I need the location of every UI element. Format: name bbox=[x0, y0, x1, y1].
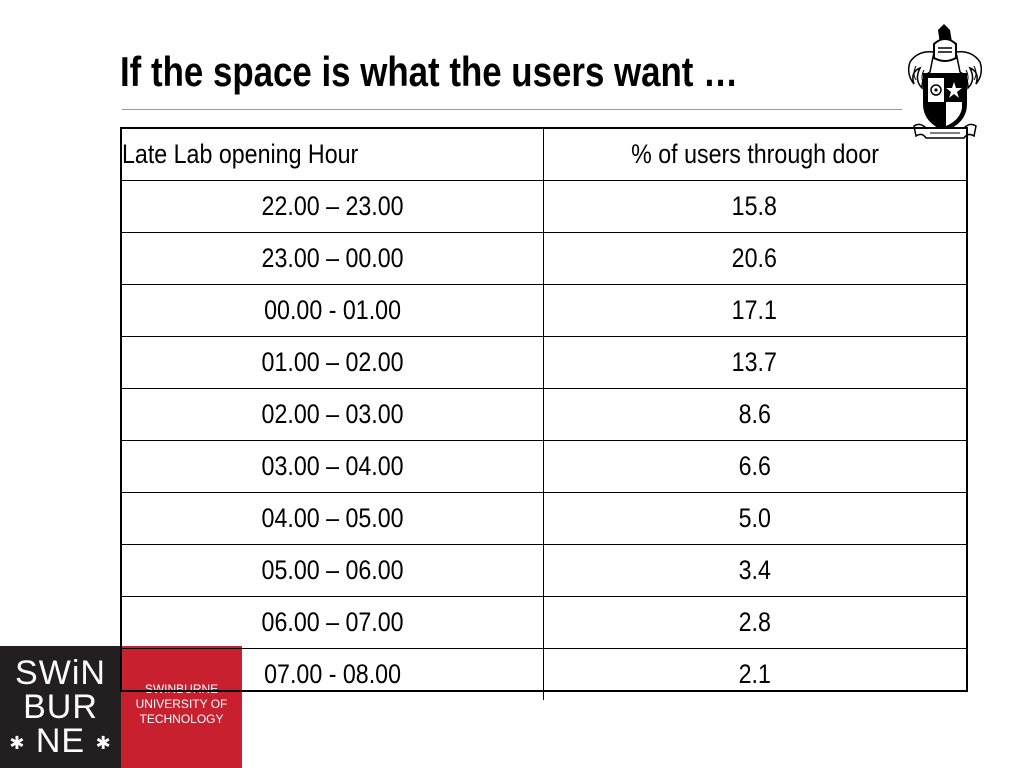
percent-value: 13.7 bbox=[732, 347, 778, 377]
hour-value: 01.00 – 02.00 bbox=[261, 347, 404, 377]
logo-word-line-1: SWiN bbox=[15, 654, 106, 692]
hour-value: 02.00 – 03.00 bbox=[261, 399, 404, 429]
logo-wordmark-panel: SWiN BUR ✱ NE ✱ bbox=[0, 646, 121, 768]
percent-value: 6.6 bbox=[738, 451, 771, 481]
percent-cell: 8.6 bbox=[542, 388, 966, 441]
percent-cell: 20.6 bbox=[542, 232, 966, 285]
percent-cell: 6.6 bbox=[542, 440, 966, 493]
hour-cell: 23.00 – 00.00 bbox=[122, 232, 544, 285]
header-cell-percent: % of users through door bbox=[542, 129, 966, 181]
percent-cell: 2.1 bbox=[542, 648, 966, 700]
percent-value: 15.8 bbox=[732, 191, 778, 221]
percent-cell: 15.8 bbox=[542, 180, 966, 233]
percent-value: 17.1 bbox=[732, 295, 778, 325]
hour-cell: 00.00 - 01.00 bbox=[122, 284, 544, 337]
table-row: 03.00 – 04.00 6.6 bbox=[122, 440, 966, 493]
data-table: Late Lab opening Hour % of users through… bbox=[122, 129, 966, 700]
flower-icon: ✱ bbox=[95, 733, 112, 754]
hour-cell: 01.00 – 02.00 bbox=[122, 336, 544, 389]
hour-value: 00.00 - 01.00 bbox=[263, 295, 401, 325]
percent-cell: 13.7 bbox=[542, 336, 966, 389]
percent-cell: 5.0 bbox=[542, 492, 966, 545]
hour-value: 06.00 – 07.00 bbox=[261, 607, 404, 637]
hour-cell: 22.00 – 23.00 bbox=[122, 180, 544, 233]
hour-cell: 03.00 – 04.00 bbox=[122, 440, 544, 493]
percent-cell: 17.1 bbox=[542, 284, 966, 337]
hour-value: 04.00 – 05.00 bbox=[261, 503, 404, 533]
percent-cell: 3.4 bbox=[542, 544, 966, 597]
hour-cell: 06.00 – 07.00 bbox=[122, 596, 544, 649]
table-row: 22.00 – 23.00 15.8 bbox=[122, 180, 966, 233]
percent-value: 8.6 bbox=[738, 399, 771, 429]
table-row: 04.00 – 05.00 5.0 bbox=[122, 492, 966, 545]
percent-value: 20.6 bbox=[732, 243, 778, 273]
hour-cell: 02.00 – 03.00 bbox=[122, 388, 544, 441]
hour-value: 07.00 - 08.00 bbox=[263, 659, 401, 689]
hour-cell: 07.00 - 08.00 bbox=[122, 648, 544, 700]
percent-value: 2.1 bbox=[738, 659, 771, 689]
hour-cell: 04.00 – 05.00 bbox=[122, 492, 544, 545]
percent-value: 5.0 bbox=[738, 503, 771, 533]
percent-value: 3.4 bbox=[738, 555, 771, 585]
table-row: 02.00 – 03.00 8.6 bbox=[122, 388, 966, 441]
logo-word-line-2: BUR bbox=[23, 688, 98, 726]
data-table-frame: Late Lab opening Hour % of users through… bbox=[120, 127, 968, 700]
logo-caption-line-3: TECHNOLOGY bbox=[139, 712, 224, 726]
logo-caption-line-2: UNIVERSITY OF bbox=[135, 697, 228, 711]
header-cell-hour: Late Lab opening Hour bbox=[122, 129, 544, 181]
table-row: 01.00 – 02.00 13.7 bbox=[122, 336, 966, 389]
header-label-hour: Late Lab opening Hour bbox=[122, 139, 359, 169]
hour-value: 22.00 – 23.00 bbox=[261, 191, 404, 221]
table-row: 07.00 - 08.00 2.1 bbox=[122, 648, 966, 700]
header-label-percent: % of users through door bbox=[630, 139, 879, 169]
hour-value: 03.00 – 04.00 bbox=[261, 451, 404, 481]
logo-word-line-3-text: NE bbox=[35, 722, 86, 760]
hour-cell: 05.00 – 06.00 bbox=[122, 544, 544, 597]
table-row: 00.00 - 01.00 17.1 bbox=[122, 284, 966, 337]
hour-value: 23.00 – 00.00 bbox=[261, 243, 404, 273]
table-row: 06.00 – 07.00 2.8 bbox=[122, 596, 966, 649]
percent-cell: 2.8 bbox=[542, 596, 966, 649]
table-row: 05.00 – 06.00 3.4 bbox=[122, 544, 966, 597]
flower-icon: ✱ bbox=[9, 733, 26, 754]
logo-word-line-3: ✱ NE ✱ bbox=[0, 724, 121, 760]
hour-value: 05.00 – 06.00 bbox=[261, 555, 404, 585]
table-header-row: Late Lab opening Hour % of users through… bbox=[122, 129, 966, 181]
slide-title: If the space is what the users want … bbox=[120, 48, 738, 95]
table-row: 23.00 – 00.00 20.6 bbox=[122, 232, 966, 285]
percent-value: 2.8 bbox=[738, 607, 771, 637]
title-divider bbox=[122, 109, 902, 110]
